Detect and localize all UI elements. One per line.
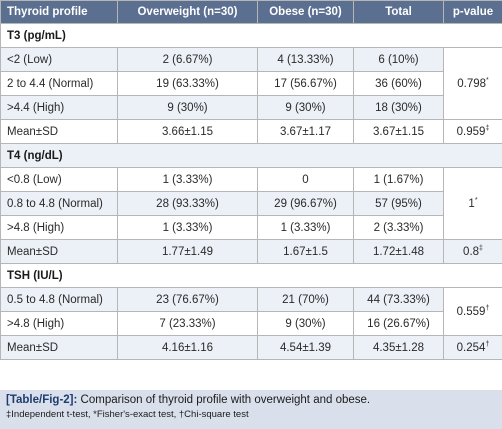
- p-value-mark: *: [486, 76, 489, 84]
- table-row: Mean±SD 3.66±1.15 3.67±1.17 3.67±1.15 0.…: [0, 119, 502, 144]
- cell-total: 1.72±1.48: [353, 239, 444, 264]
- cell-p-value: 1*: [443, 167, 502, 240]
- cell-total: 36 (60%): [353, 71, 444, 96]
- table-row: >4.8 (High) 1 (3.33%) 1 (3.33%) 2 (3.33%…: [0, 215, 502, 240]
- section-row-t3: T3 (pg/mL): [0, 23, 502, 48]
- caption-footnote: ‡Independent t-test, *Fisher's-exact tes…: [6, 409, 249, 420]
- p-value-mark: †: [485, 304, 490, 312]
- row-label: 2 to 4.4 (Normal): [0, 71, 118, 96]
- cell-obese: 29 (96.67%): [257, 191, 354, 216]
- table-row: <0.8 (Low) 1 (3.33%) 0 1 (1.67%) 1*: [0, 167, 502, 240]
- p-value-text: 0.8: [463, 245, 480, 258]
- header-p-value: p-value: [443, 0, 502, 24]
- row-label: Mean±SD: [0, 335, 118, 360]
- section-title: T4 (ng/dL): [0, 143, 502, 168]
- cell-overweight: 19 (63.33%): [117, 71, 258, 96]
- p-value-text: 0.959: [456, 125, 486, 138]
- p-value-mark: †: [485, 340, 490, 348]
- caption-label: [Table/Fig-2]:: [6, 394, 78, 406]
- p-value-text: 0.254: [456, 341, 486, 354]
- cell-obese: 1.67±1.5: [257, 239, 354, 264]
- cell-total: 16 (26.67%): [353, 311, 444, 336]
- cell-total: 1 (1.67%): [353, 167, 444, 192]
- cell-overweight: 9 (30%): [117, 95, 258, 120]
- cell-overweight: 4.16±1.16: [117, 335, 258, 360]
- p-value-text: 0.559: [456, 305, 486, 318]
- caption-title: [Table/Fig-2]: Comparison of thyroid pro…: [6, 393, 496, 408]
- cell-total: 6 (10%): [353, 47, 444, 72]
- cell-obese: 21 (70%): [257, 287, 354, 312]
- thyroid-profile-table: Thyroid profile Overweight (n=30) Obese …: [0, 0, 502, 360]
- cell-p-value: 0.254†: [443, 335, 502, 360]
- cell-overweight: 7 (23.33%): [117, 311, 258, 336]
- cell-obese: 0: [257, 167, 354, 192]
- row-label: <2 (Low): [0, 47, 118, 72]
- cell-overweight: 1.77±1.49: [117, 239, 258, 264]
- row-label: >4.8 (High): [0, 215, 118, 240]
- cell-total: 57 (95%): [353, 191, 444, 216]
- section-title: TSH (IU/L): [0, 263, 502, 288]
- row-label: >4.8 (High): [0, 311, 118, 336]
- cell-overweight: 2 (6.67%): [117, 47, 258, 72]
- cell-overweight: 23 (76.67%): [117, 287, 258, 312]
- header-total: Total: [353, 0, 444, 24]
- header-thyroid-profile: Thyroid profile: [0, 0, 118, 24]
- section-title: T3 (pg/mL): [0, 23, 502, 48]
- table-row: Mean±SD 4.16±1.16 4.54±1.39 4.35±1.28 0.…: [0, 335, 502, 360]
- cell-obese: 3.67±1.17: [257, 119, 354, 144]
- table-row: Mean±SD 1.77±1.49 1.67±1.5 1.72±1.48 0.8…: [0, 239, 502, 264]
- cell-overweight: 28 (93.33%): [117, 191, 258, 216]
- cell-obese: 17 (56.67%): [257, 71, 354, 96]
- row-label: >4.4 (High): [0, 95, 118, 120]
- table-row: <2 (Low) 2 (6.67%) 4 (13.33%) 6 (10%) 0.…: [0, 47, 502, 120]
- cell-overweight: 1 (3.33%): [117, 167, 258, 192]
- cell-p-value: 0.959‡: [443, 119, 502, 144]
- row-label: 0.5 to 4.8 (Normal): [0, 287, 118, 312]
- cell-overweight: 1 (3.33%): [117, 215, 258, 240]
- cell-p-value: 0.8‡: [443, 239, 502, 264]
- cell-obese: 9 (30%): [257, 311, 354, 336]
- table-header-row: Thyroid profile Overweight (n=30) Obese …: [0, 0, 502, 24]
- section-row-t4: T4 (ng/dL): [0, 143, 502, 168]
- cell-total: 4.35±1.28: [353, 335, 444, 360]
- cell-p-value: 0.798*: [443, 47, 502, 120]
- table-row: 2 to 4.4 (Normal) 19 (63.33%) 17 (56.67%…: [0, 71, 502, 96]
- cell-total: 18 (30%): [353, 95, 444, 120]
- cell-obese: 9 (30%): [257, 95, 354, 120]
- table-caption: [Table/Fig-2]: Comparison of thyroid pro…: [0, 390, 502, 429]
- cell-obese: 4.54±1.39: [257, 335, 354, 360]
- p-value-mark: ‡: [479, 244, 483, 252]
- p-value-text: 1: [468, 197, 475, 210]
- cell-total: 3.67±1.15: [353, 119, 444, 144]
- cell-total: 44 (73.33%): [353, 287, 444, 312]
- p-value-mark: *: [474, 196, 478, 204]
- p-value-text: 0.798: [457, 77, 487, 90]
- row-label: <0.8 (Low): [0, 167, 118, 192]
- cell-total: 2 (3.33%): [353, 215, 444, 240]
- cell-overweight: 3.66±1.15: [117, 119, 258, 144]
- row-label: Mean±SD: [0, 239, 118, 264]
- cell-obese: 1 (3.33%): [257, 215, 354, 240]
- table-row: >4.4 (High) 9 (30%) 9 (30%) 18 (30%): [0, 95, 502, 120]
- header-obese: Obese (n=30): [257, 0, 354, 24]
- row-label: Mean±SD: [0, 119, 118, 144]
- table-row: >4.8 (High) 7 (23.33%) 9 (30%) 16 (26.67…: [0, 311, 502, 336]
- table-row: 0.5 to 4.8 (Normal) 23 (76.67%) 21 (70%)…: [0, 287, 502, 336]
- row-label: 0.8 to 4.8 (Normal): [0, 191, 118, 216]
- cell-p-value: 0.559†: [443, 287, 502, 336]
- caption-text: Comparison of thyroid profile with overw…: [77, 394, 371, 406]
- cell-obese: 4 (13.33%): [257, 47, 354, 72]
- p-value-mark: ‡: [485, 124, 490, 132]
- header-overweight: Overweight (n=30): [117, 0, 258, 24]
- section-row-tsh: TSH (IU/L): [0, 263, 502, 288]
- table-row: 0.8 to 4.8 (Normal) 28 (93.33%) 29 (96.6…: [0, 191, 502, 216]
